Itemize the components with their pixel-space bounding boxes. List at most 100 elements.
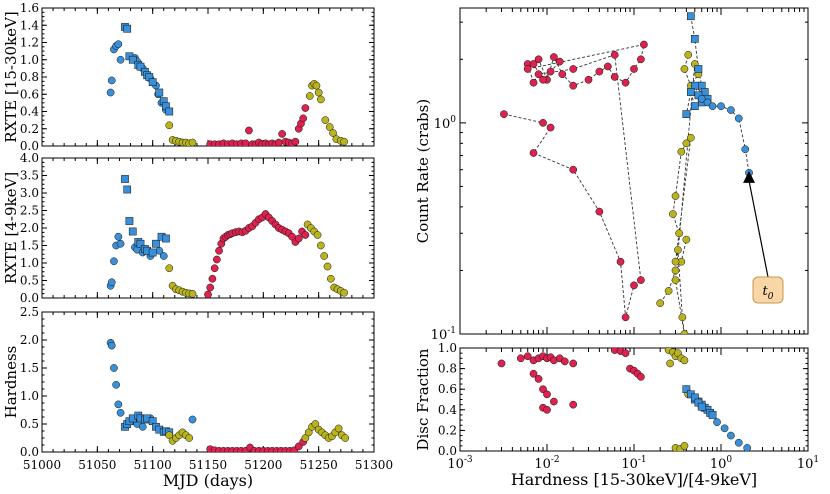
data-point (106, 88, 115, 97)
x-tick-label: 51250 (300, 458, 338, 472)
y-tick-label: 0.5 (20, 417, 39, 431)
data-point (114, 232, 123, 241)
x-tick-label: 101 (797, 455, 819, 472)
data-point (569, 359, 578, 368)
data-point (529, 149, 538, 157)
data-point (165, 431, 174, 440)
data-point (188, 138, 197, 146)
x-tick-label: 51300 (355, 458, 393, 472)
x-tick-label: 51100 (134, 458, 172, 472)
data-point (245, 126, 253, 135)
data-point (294, 234, 303, 243)
data-point (204, 290, 212, 298)
data-point (138, 422, 147, 431)
y-tick-label: 3.0 (20, 186, 39, 200)
data-point (610, 50, 619, 59)
data-point (546, 123, 555, 132)
y-tick-label: 2.0 (20, 333, 39, 347)
data-point (584, 75, 593, 84)
data-point (152, 239, 160, 248)
data-point (686, 133, 695, 142)
data-point (686, 12, 695, 21)
data-point (529, 369, 538, 378)
data-point (595, 67, 604, 76)
x-axis-label: Hardness [15-30keV]/[4-9keV] (511, 470, 757, 489)
data-point (743, 444, 752, 451)
data-point (128, 55, 137, 64)
data-layer (497, 348, 752, 451)
data-point (114, 400, 123, 409)
y-tick-label: 0.6 (438, 382, 457, 396)
data-point (274, 138, 283, 146)
data-point (165, 107, 174, 116)
y-tick-label: 100 (434, 115, 457, 132)
data-point (215, 246, 223, 255)
data-point (727, 431, 735, 440)
data-point (690, 102, 699, 111)
data-point (210, 264, 219, 273)
chart-p3: 0.0 0.5 1.0 1.5 2.0 2.5 51000 51050 51100 51150 51… (2, 305, 393, 490)
data-point (208, 274, 217, 283)
data-point (610, 73, 619, 81)
data-point (734, 114, 743, 123)
data-point (523, 352, 532, 361)
y-tick-label: 3.5 (20, 169, 39, 183)
data-point (128, 227, 137, 236)
y-tick-label: 0.4 (20, 105, 39, 119)
data-point (630, 281, 638, 290)
data-point (637, 276, 645, 284)
data-point (656, 299, 665, 307)
data-point (669, 210, 677, 218)
data-point (523, 65, 532, 73)
data-point (185, 434, 194, 442)
data-point (666, 359, 674, 368)
data-point (734, 438, 743, 447)
data-point (595, 207, 604, 216)
data-point (741, 145, 750, 154)
data-point (188, 415, 197, 424)
data-point (603, 62, 612, 71)
data-point (188, 289, 197, 298)
data-point (539, 385, 547, 394)
data-layer (106, 338, 350, 452)
data-layer (106, 23, 348, 146)
data-point (720, 424, 729, 433)
data-point (136, 62, 145, 71)
data-point (550, 53, 558, 61)
x-axis-label: MJD (days) (163, 471, 253, 490)
data-point (326, 274, 335, 283)
y-tick-label: 1.6 (20, 1, 39, 15)
data-point (299, 114, 308, 123)
y-tick-label: 0.8 (438, 362, 457, 376)
plot-frame (41, 7, 375, 147)
data-point (680, 356, 689, 365)
data-point (684, 50, 693, 59)
data-point (278, 130, 286, 138)
data-point (136, 239, 145, 248)
data-point (325, 123, 334, 131)
data-point (675, 229, 683, 238)
data-point (621, 313, 630, 322)
data-point (500, 110, 508, 118)
data-point (317, 241, 325, 250)
data-point (680, 442, 689, 450)
data-point (165, 264, 174, 273)
y-axis-label: Hardness (2, 346, 20, 419)
y-tick-label: 1.5 (20, 361, 39, 375)
data-point (713, 418, 721, 427)
annotation-arrowhead (743, 170, 756, 183)
data-point (637, 372, 645, 381)
data-point (717, 102, 725, 111)
data-point (334, 424, 343, 433)
data-point (116, 55, 125, 64)
data-point (682, 385, 691, 394)
data-point (321, 116, 330, 124)
data-point (616, 257, 625, 266)
data-point (543, 390, 551, 399)
y-tick-label: 1.4 (20, 18, 39, 32)
plot-frame (459, 347, 809, 452)
y-tick-label: 1.0 (20, 256, 39, 270)
